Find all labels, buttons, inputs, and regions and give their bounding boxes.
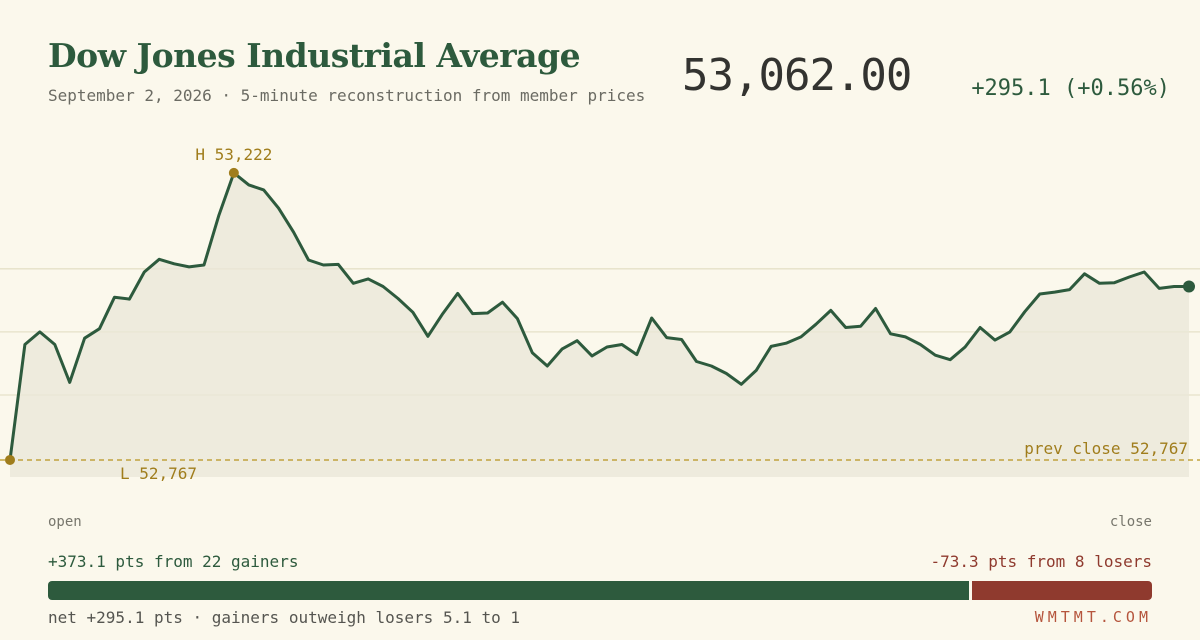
high-marker <box>228 167 239 178</box>
low-label: L 52,767 <box>120 464 197 483</box>
breadth-bar <box>48 581 1152 600</box>
page-subtitle: September 2, 2026 · 5-minute reconstruct… <box>48 86 646 105</box>
gainers-bar-segment <box>48 581 969 600</box>
intraday-line-chart: H 53,222 L 52,767 prev close 52,767 <box>0 145 1200 483</box>
price-line <box>8 171 1191 462</box>
current-price: 53,062.00 <box>682 50 912 101</box>
gainers-summary: +373.1 pts from 22 gainers <box>48 552 299 571</box>
losers-bar-segment <box>971 581 1152 600</box>
chart-area-fill <box>10 172 1189 477</box>
losers-summary: -73.3 pts from 8 losers <box>930 552 1152 571</box>
page-title: Dow Jones Industrial Average <box>48 36 581 75</box>
axis-open-label: open <box>48 514 82 530</box>
low-marker <box>5 454 15 465</box>
brand-mark: WMTMT.COM <box>1034 608 1152 626</box>
last-price-marker <box>1183 280 1195 293</box>
axis-close-label: close <box>1109 514 1152 530</box>
breadth-footer: net +295.1 pts · gainers outweigh losers… <box>48 608 521 627</box>
high-label: H 53,222 <box>195 145 272 164</box>
prev-close-label: prev close 52,767 <box>1024 439 1188 458</box>
breadth-bar-divider <box>968 581 972 600</box>
price-change: +295.1 (+0.56%) <box>971 76 1170 101</box>
